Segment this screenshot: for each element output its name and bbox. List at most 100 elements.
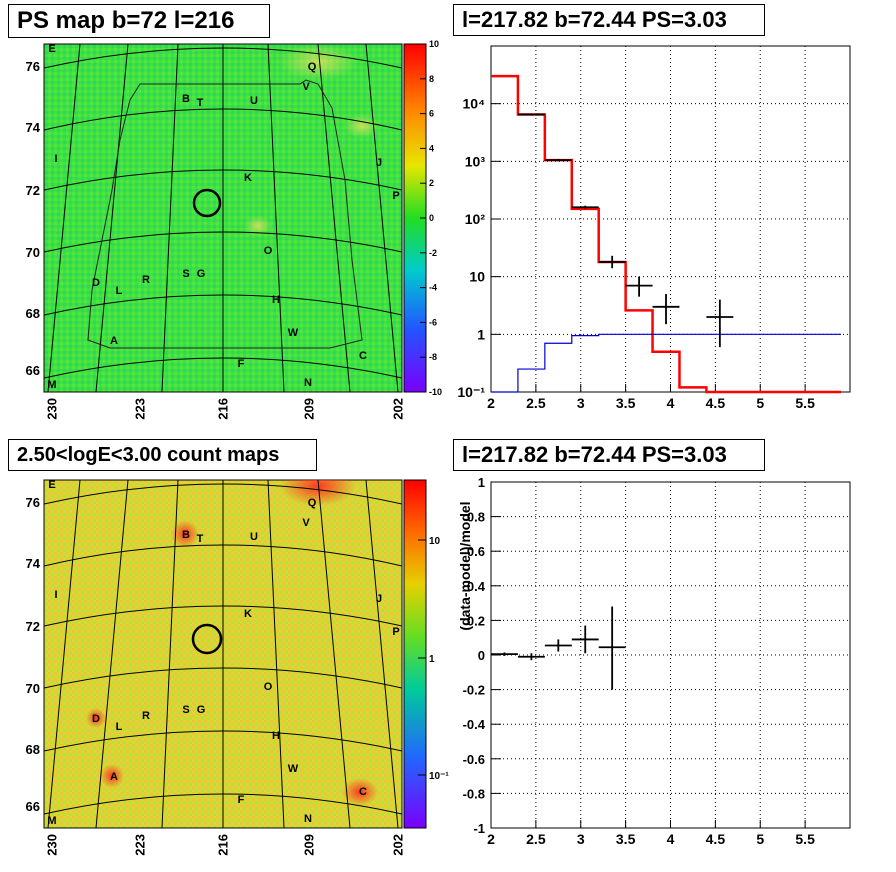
sky-y-tick: 70 <box>26 681 40 696</box>
count-colorbar-label: 1 <box>429 654 435 665</box>
ps-map-hotspot <box>244 216 272 236</box>
source-label-L: L <box>116 285 123 297</box>
source-label-B: B <box>182 529 190 541</box>
count-map-hotspot <box>171 520 199 548</box>
count-map-hotspot <box>100 764 124 788</box>
source-label-I: I <box>54 153 57 165</box>
ps-colorbar-label: 10 <box>429 39 439 49</box>
spectrum-y-tick: 1 <box>477 326 485 342</box>
residual-x-tick: 3.5 <box>616 831 636 847</box>
sky-x-tick: 209 <box>302 834 317 856</box>
source-label-R: R <box>142 274 150 286</box>
source-label-W: W <box>288 763 299 775</box>
ps-map-grid <box>44 44 402 392</box>
source-label-M: M <box>47 815 56 827</box>
source-label-U: U <box>250 95 258 107</box>
spectrum-x-tick: 4.5 <box>706 395 726 411</box>
ps-map-source-labels: E Q B T U V I J K P O D L R S G H A W F C M N <box>47 43 399 391</box>
source-label-D: D <box>92 713 100 725</box>
spectrum-x-tick: 4 <box>667 395 675 411</box>
sky-y-tick: 68 <box>26 306 40 321</box>
source-label-H: H <box>272 730 280 742</box>
residual-y-axis-label: (data-model)/model <box>457 501 473 630</box>
source-label-D: D <box>92 277 100 289</box>
source-label-V: V <box>302 517 310 529</box>
spectrum-y-tick: 10⁴ <box>463 96 486 112</box>
source-label-O: O <box>264 681 273 693</box>
source-label-K: K <box>244 172 252 184</box>
residual-x-tick: 2.5 <box>526 831 546 847</box>
source-label-V: V <box>302 81 310 93</box>
sky-x-tick: 230 <box>45 834 60 856</box>
count-colorbar-labels: 10 1 10⁻¹ <box>418 536 449 782</box>
spectrum-x-tick: 3.5 <box>616 395 636 411</box>
sky-y-tick: 70 <box>26 245 40 260</box>
ps-colorbar-label: 4 <box>429 143 434 153</box>
residual-x-tick: 4 <box>667 831 675 847</box>
sky-y-tick: 74 <box>26 120 41 135</box>
ps-colorbar-labels: 10 8 6 4 2 0 -2 -4 -6 -8 -10 <box>420 39 442 397</box>
source-label-M: M <box>47 379 56 391</box>
spectrum-chart: 2 2.5 3 3.5 4 4.5 5 5.5 10⁻¹ 1 10 10² 10³ 10⁴ <box>457 45 851 411</box>
count-map-grid <box>44 480 402 828</box>
sky-y-tick: 66 <box>26 799 40 814</box>
residual-y-tick: -0.4 <box>463 717 486 732</box>
source-label-Q: Q <box>308 497 317 509</box>
sky-x-tick: 223 <box>133 398 148 420</box>
source-label-G: G <box>197 704 206 716</box>
source-label-F: F <box>238 794 245 806</box>
source-label-U: U <box>250 531 258 543</box>
source-label-Q: Q <box>308 61 317 73</box>
ps-map-title: PS map b=72 l=216 <box>8 4 270 38</box>
ps-map-panel: E Q B T U V I J K P O D L R S G H A W F C M N <box>43 43 403 393</box>
spectrum-x-tick: 5.5 <box>795 395 815 411</box>
count-map-panel: E Q B T U V I J K P O D L R S G H A W F C M N <box>43 479 403 829</box>
residual-x-tick: 5 <box>756 831 764 847</box>
spectrum-x-tick: 2 <box>487 395 495 411</box>
sky-y-tick: 72 <box>26 183 40 198</box>
ps-map-region-outline <box>87 79 363 349</box>
source-label-N: N <box>304 377 312 389</box>
sky-y-tick: 76 <box>26 495 40 510</box>
source-label-W: W <box>288 327 299 339</box>
source-label-P: P <box>392 626 399 638</box>
sky-y-tick: 74 <box>26 556 41 571</box>
residual-x-tick: 5.5 <box>795 831 815 847</box>
source-label-H: H <box>272 294 280 306</box>
ps-colorbar-label: -10 <box>429 387 442 397</box>
count-map-hotspot <box>342 778 378 806</box>
spectrum-x-tick: 3 <box>577 395 585 411</box>
source-label-O: O <box>264 245 273 257</box>
source-label-R: R <box>142 710 150 722</box>
source-label-I: I <box>54 589 57 601</box>
source-label-P: P <box>392 190 399 202</box>
sky-x-tick: 209 <box>302 398 317 420</box>
residual-chart: 2 2.5 3 3.5 4 4.5 5 5.5 1 0.8 0.6 0.4 0.2 0 -0.2 -0.4 -0… <box>457 475 851 847</box>
ps-colorbar-label: 0 <box>429 213 434 223</box>
spectrum-title: l=217.82 b=72.44 PS=3.03 <box>453 4 765 36</box>
ps-colorbar-label: -8 <box>429 352 437 362</box>
source-label-S: S <box>182 704 189 716</box>
ps-map-hotspot <box>278 44 358 80</box>
source-label-J: J <box>376 593 382 605</box>
residual-y-tick: -1 <box>473 821 485 836</box>
source-label-E: E <box>48 479 55 491</box>
count-map-hotspot <box>280 480 356 506</box>
ps-colorbar-label: 8 <box>429 74 434 84</box>
source-label-B: B <box>182 93 190 105</box>
source-label-L: L <box>116 721 123 733</box>
source-label-E: E <box>48 43 55 55</box>
residual-y-tick: -0.8 <box>463 786 485 801</box>
sky-x-tick: 216 <box>216 834 231 856</box>
spectrum-model-line <box>491 74 842 394</box>
count-map-position-circle <box>191 623 223 655</box>
source-label-T: T <box>197 97 204 109</box>
source-label-A: A <box>110 771 118 783</box>
spectrum-x-tick: 2.5 <box>526 395 546 411</box>
spectrum-x-tick: 5 <box>756 395 764 411</box>
residual-y-tick: 0 <box>478 648 485 663</box>
residual-x-tick: 2 <box>487 831 495 847</box>
count-colorbar-label: 10 <box>429 536 441 547</box>
ps-colorbar-label: -2 <box>429 248 437 258</box>
